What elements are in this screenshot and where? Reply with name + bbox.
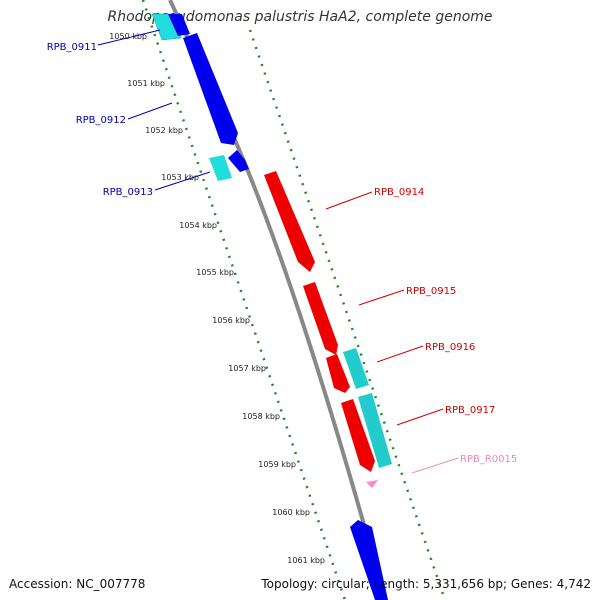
map-title: Rhodopseudomonas palustris HaA2, complet… (107, 9, 493, 25)
gene-rpb0916-red (326, 354, 350, 393)
outer-dotted-ring (248, 29, 447, 600)
leader-lines (97, 29, 459, 474)
kbp-tick-label: 1056 kbp (212, 316, 250, 325)
kbp-tick-label: 1052 kbp (145, 126, 183, 135)
gene-rpb0913-cyan (209, 155, 232, 181)
gene-rpb0912 (183, 33, 238, 145)
gene-rpb0913-blue (228, 150, 249, 172)
gene-label-rpb0911: RPB_0911 (47, 42, 97, 53)
rna-rpbr0015 (366, 480, 378, 488)
gene-rpb0911-blue (168, 14, 190, 36)
gene-label-rpbr0015: RPB_R0015 (460, 454, 517, 465)
gene-label-rpb0912: RPB_0912 (76, 115, 126, 126)
kbp-tick-label: 1059 kbp (258, 460, 296, 469)
kbp-tick-label: 1051 kbp (127, 79, 165, 88)
gene-label-rpb0917: RPB_0917 (445, 405, 495, 416)
kbp-tick-label: 1057 kbp (228, 364, 266, 373)
gene-label-rpb0913: RPB_0913 (103, 187, 153, 198)
kbp-tick-label: 1060 kbp (272, 508, 310, 517)
genome-backbone (168, 0, 387, 600)
gene-rpb0917-red (341, 399, 375, 472)
inner-dotted-ring (141, 0, 347, 600)
kbp-tick-label: 1055 kbp (196, 268, 234, 277)
gene-label-rpb0916: RPB_0916 (425, 342, 475, 353)
kbp-tick-label: 1054 kbp (179, 221, 217, 230)
gene-rpb0917-cyan (358, 393, 392, 468)
kbp-tick-labels: 1050 kbp 1051 kbp 1052 kbp 1053 kbp 1054… (109, 32, 325, 565)
kbp-tick-label: 1058 kbp (242, 412, 280, 421)
gene-rpb0916-cyan (343, 348, 369, 389)
gene-label-rpb0914: RPB_0914 (374, 187, 424, 198)
gene-rpb0915 (303, 282, 338, 355)
gene-bottom-blue (350, 520, 388, 600)
gene-rpb0914 (264, 171, 315, 272)
accession-label: Accession: NC_007778 (9, 577, 146, 591)
kbp-tick-label: 1061 kbp (287, 556, 325, 565)
kbp-tick-label: 1053 kbp (161, 173, 199, 182)
gene-label-rpb0915: RPB_0915 (406, 286, 456, 297)
genome-summary: Topology: circular; Length: 5,331,656 bp… (261, 577, 591, 591)
kbp-tick-label: 1050 kbp (109, 32, 147, 41)
